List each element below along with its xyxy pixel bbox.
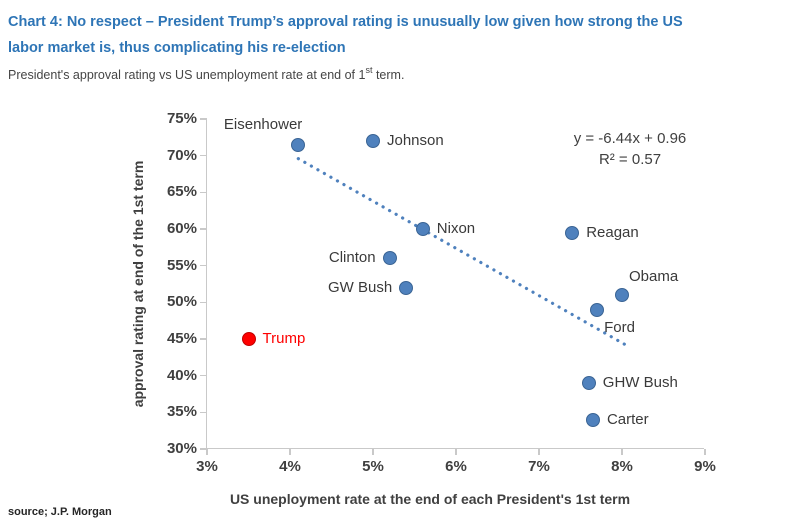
equation-line: y = -6.44x + 0.96 <box>573 130 687 147</box>
x-tick-mark <box>538 449 540 455</box>
data-point-carter <box>585 412 600 427</box>
data-point-johnson <box>366 134 380 148</box>
x-tick-mark <box>455 449 457 455</box>
chart-title: Chart 4: No respect – President Trump’s … <box>8 9 796 61</box>
point-label-eisenhower: Eisenhower <box>223 115 303 133</box>
subtitle-suffix: term. <box>372 68 405 83</box>
x-tick-label: 8% <box>611 458 633 475</box>
x-axis-title: US uneployment rate at the end of each P… <box>229 491 631 507</box>
y-tick-label: 75% <box>166 110 197 127</box>
y-tick-label: 45% <box>166 330 197 347</box>
chart-subtitle: President's approval rating vs US unempl… <box>8 65 405 83</box>
data-point-reagan <box>565 225 580 240</box>
data-point-nixon <box>415 222 430 236</box>
y-tick-mark <box>200 264 207 267</box>
trendline <box>296 157 627 346</box>
chart-title-line1: Chart 4: No respect – President Trump’s … <box>8 14 683 30</box>
y-tick-label: 65% <box>166 183 197 201</box>
y-tick-mark <box>200 301 207 304</box>
x-tick-label: 7% <box>528 458 550 475</box>
point-label-ford: Ford <box>604 318 635 336</box>
point-label-gw-bush: GW Bush <box>328 278 393 296</box>
data-point-clinton <box>382 251 397 266</box>
x-tick-label: 9% <box>694 458 716 475</box>
x-tick-mark <box>372 449 374 455</box>
data-point-eisenhower <box>291 137 306 152</box>
trendline-equation: y = -6.44x + 0.96 R² = 0.57 <box>540 128 720 170</box>
subtitle-text: President's approval rating vs US unempl… <box>8 68 366 83</box>
y-tick-mark <box>200 191 207 194</box>
trendline-layer <box>296 157 627 346</box>
data-point-ghw-bush <box>581 376 596 390</box>
y-tick-mark <box>200 118 207 120</box>
point-label-clinton: Clinton <box>328 249 376 267</box>
source-note: source; J.P. Morgan <box>8 506 112 518</box>
y-tick-mark <box>200 338 207 340</box>
x-tick-mark <box>206 449 208 455</box>
data-point-obama <box>615 288 629 302</box>
point-label-johnson: Johnson <box>387 132 444 149</box>
data-point-trump <box>241 332 256 346</box>
y-tick-label: 70% <box>166 146 197 164</box>
r-squared-line: R² = 0.57 <box>598 151 662 168</box>
y-tick-mark <box>200 228 207 230</box>
x-tick-label: 3% <box>196 458 218 475</box>
plot-area: 75% 70% 65% 60% 55% 50% 45% 40% 35% 30% 3% 4% 5% 6% 7%… <box>167 110 716 475</box>
point-label-ghw-bush: GHW Bush <box>602 374 678 391</box>
y-tick-label: 40% <box>166 366 197 384</box>
point-label-obama: Obama <box>629 268 679 285</box>
chart-title-line2: labor market is, thus complicating his r… <box>8 40 346 56</box>
y-tick-mark <box>200 448 207 450</box>
point-label-nixon: Nixon <box>436 220 476 237</box>
y-tick-label: 55% <box>166 256 197 274</box>
subtitle-superscript: st <box>365 65 373 75</box>
x-tick-label: 6% <box>445 458 467 475</box>
x-tick-label: 5% <box>362 458 384 475</box>
y-tick-label: 60% <box>166 220 197 237</box>
y-tick-label: 35% <box>166 403 197 421</box>
x-tick-mark <box>704 449 706 455</box>
y-tick-mark <box>200 374 207 377</box>
x-tick-mark <box>621 449 623 455</box>
y-tick-label: 30% <box>166 440 197 457</box>
point-label-carter: Carter <box>606 410 649 428</box>
y-tick-mark <box>200 411 207 414</box>
point-label-reagan: Reagan <box>586 223 639 241</box>
data-point-ford <box>590 302 605 317</box>
point-label-trump: Trump <box>262 330 306 347</box>
data-point-gw-bush <box>399 280 414 295</box>
y-tick-label: 50% <box>166 293 197 311</box>
x-tick-label: 4% <box>279 458 301 475</box>
y-tick-mark <box>200 154 207 157</box>
x-tick-mark <box>289 449 291 455</box>
